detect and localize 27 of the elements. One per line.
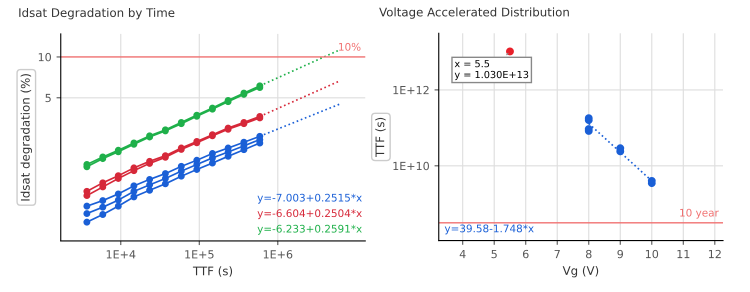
chart-title: Idsat Degradation by Time [19, 8, 174, 20]
y-axis-title: Idsat degradation (%) [20, 74, 32, 201]
x-tick-label: 1E+4 [106, 250, 136, 258]
annotation: y=39.58-1.748*x [444, 224, 534, 234]
annotation: y=-6.233+0.2591*x [257, 224, 362, 235]
ref-line-label: 10% [339, 42, 361, 51]
x-axis-title: TTF (s) [192, 266, 232, 277]
x-tick-label: 7 [554, 250, 560, 258]
annotation: y=-6.604+0.2504*x [257, 209, 362, 220]
x-tick-label: 5 [492, 250, 497, 258]
x-tick-label: 8 [586, 250, 592, 258]
chart-title: Voltage Accelerated Distribution [379, 7, 569, 19]
x-tick-label: 9 [617, 250, 624, 258]
x-tick-label: 6 [522, 250, 529, 258]
x-tick-label: 4 [460, 250, 466, 258]
x-tick-label: 1E+6 [264, 250, 292, 259]
x-tick-label: 1E+5 [185, 250, 214, 259]
annotation: x = 5.5 y = 1.030E+13 [454, 60, 528, 80]
y-tick-label: 1E+12 [393, 86, 429, 94]
x-axis-title: Vg (V) [562, 266, 598, 278]
ref-line-label: 10 year [680, 208, 719, 219]
annotation: y=-7.003+0.2515*x [257, 194, 362, 204]
x-tick-label: 12 [708, 250, 721, 258]
x-tick-label: 10 [646, 250, 658, 258]
y-tick-label: 1E+10 [393, 162, 429, 170]
y-axis-title: TTF (s) [375, 118, 386, 158]
x-tick-label: 11 [677, 250, 690, 258]
